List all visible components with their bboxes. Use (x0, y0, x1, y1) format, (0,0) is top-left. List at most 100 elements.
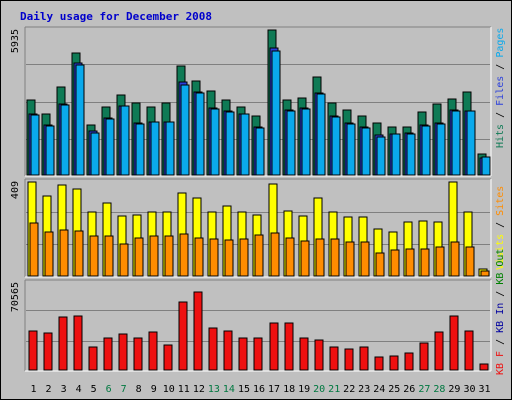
x-tick-label: 13 (208, 384, 220, 395)
bar-pages (195, 92, 205, 176)
bar-pages (90, 132, 100, 176)
bar-pages (75, 64, 85, 176)
bar-kbf (404, 352, 414, 371)
x-tick-label: 22 (343, 384, 355, 395)
x-tick-label: 2 (45, 384, 51, 395)
bar-sites (194, 237, 204, 277)
legend-entry: Files (495, 76, 506, 106)
bar-kbf (284, 322, 294, 371)
x-tick-label: 8 (136, 384, 142, 395)
x-tick-label: 10 (163, 384, 175, 395)
bar-kbf (344, 348, 354, 371)
bar-kbf (178, 301, 188, 371)
bar-sites (375, 252, 385, 277)
bar-kbf (28, 330, 38, 371)
bar-kbf (269, 322, 279, 371)
legend-entry: KB F (495, 351, 506, 375)
bar-pages (180, 84, 190, 176)
legend-separator: / (495, 216, 506, 234)
x-tick-label: 20 (313, 384, 325, 395)
legend-separator: / (495, 333, 506, 351)
x-tick-label: 29 (448, 384, 460, 395)
bar-pages (316, 93, 326, 176)
bar-sites (149, 235, 159, 277)
bar-kbf (58, 316, 68, 371)
bar-sites (360, 241, 370, 277)
bar-sites (89, 235, 99, 277)
bar-pages (346, 123, 356, 176)
bar-sites (285, 237, 295, 277)
bar-kbf (253, 337, 263, 371)
legend-hits_files_pages: Hits / Files / Pages (495, 28, 506, 148)
bar-pages (240, 113, 250, 176)
bar-pages (255, 127, 265, 176)
x-tick-label: 6 (106, 384, 112, 395)
bar-pages (421, 125, 431, 176)
bar-sites (179, 233, 189, 277)
bar-pages (391, 133, 401, 176)
x-tick-label: 16 (253, 384, 265, 395)
x-tick-label: 9 (151, 384, 157, 395)
bar-sites (104, 235, 114, 277)
bar-sites (450, 241, 460, 277)
y-max-label-kbytes: 70565 (10, 282, 21, 312)
bar-pages (376, 136, 386, 176)
bar-kbf (389, 355, 399, 371)
x-tick-label: 17 (268, 384, 280, 395)
bar-pages (210, 108, 220, 176)
bar-sites (254, 234, 264, 277)
bar-pages (45, 125, 55, 176)
legend-kbytes: KB F / KB In / KB Out (495, 249, 506, 375)
bar-kbf (163, 344, 173, 371)
bar-kbf (434, 331, 444, 371)
bar-sites (420, 248, 430, 277)
bar-pages (481, 156, 491, 176)
bar-kbf (193, 291, 203, 371)
legend-separator: / (495, 106, 506, 124)
x-tick-label: 14 (223, 384, 235, 395)
legend-entry: Sites (495, 186, 506, 216)
bar-kbf (374, 356, 384, 371)
chart-title: Daily usage for December 2008 (20, 10, 212, 23)
bar-sites (239, 238, 249, 277)
bar-kbf (148, 331, 158, 371)
bar-kbf (359, 346, 369, 371)
x-tick-label: 11 (178, 384, 190, 395)
x-tick-label: 26 (403, 384, 415, 395)
bar-pages (225, 111, 235, 176)
bar-pages (135, 123, 145, 176)
bar-sites (270, 232, 280, 277)
legend-entry: Hits (495, 124, 506, 148)
bar-pages (436, 123, 446, 176)
x-tick-label: 18 (283, 384, 295, 395)
bar-sites (435, 246, 445, 277)
y-max-label-visits_sites: 409 (10, 181, 21, 199)
x-tick-label: 28 (433, 384, 445, 395)
bar-sites (465, 246, 475, 277)
bar-kbf (208, 327, 218, 371)
x-tick-label: 7 (121, 384, 127, 395)
legend-entry: Visits (495, 234, 506, 270)
bar-sites (74, 230, 84, 277)
x-tick-label: 12 (193, 384, 205, 395)
bar-sites (300, 240, 310, 277)
legend-separator: / (495, 58, 506, 76)
bar-kbf (43, 332, 53, 371)
bar-pages (286, 110, 296, 176)
bar-sites (480, 270, 490, 277)
legend-separator: / (495, 285, 506, 303)
bar-pages (361, 127, 371, 176)
bar-kbf (449, 315, 459, 371)
bar-sites (164, 235, 174, 277)
bar-kbf (329, 346, 339, 371)
bar-pages (451, 110, 461, 176)
bar-pages (331, 116, 341, 176)
bar-kbf (238, 337, 248, 371)
bar-kbf (223, 330, 233, 371)
bar-sites (224, 239, 234, 277)
x-tick-label: 5 (91, 384, 97, 395)
bar-sites (134, 237, 144, 277)
legend-visits_sites: Visits / Sites (495, 186, 506, 270)
bar-pages (105, 118, 115, 176)
x-tick-label: 25 (388, 384, 400, 395)
